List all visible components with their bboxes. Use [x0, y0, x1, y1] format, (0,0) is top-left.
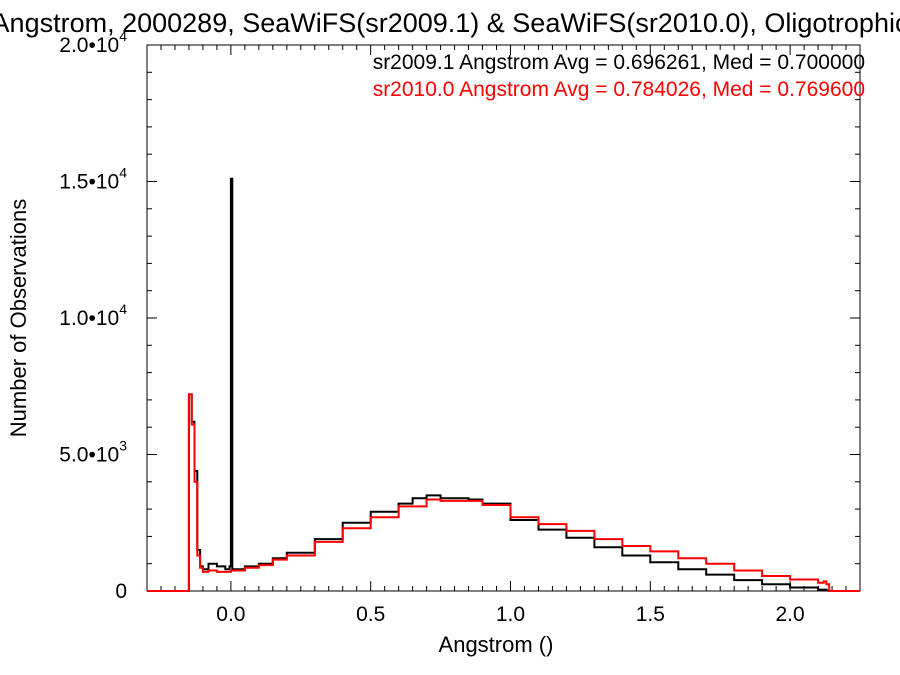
x-tick-label: 1.0 [496, 603, 525, 626]
legend-series-1: sr2009.1 Angstrom Avg = 0.696261, Med = … [373, 51, 865, 74]
x-tick-label: 1.5 [636, 603, 665, 626]
y-tick-label: 5.0•103 [59, 438, 127, 467]
plot-frame [146, 44, 861, 592]
y-tick-label: 1.5•104 [59, 165, 127, 194]
x-tick-label: 0.5 [356, 603, 385, 626]
series-line-sr2010.0 [147, 393, 860, 592]
y-tick-label: 0 [115, 580, 127, 603]
x-axis-ticks: 0.0 0.5 1.0 1.5 2.0 [160, 45, 861, 626]
y-axis-label: Number of Observations [6, 199, 31, 437]
y-axis-ticks: 0 5.0•103 1.0•104 1.5•104 2.0•104 [59, 28, 860, 603]
series-layer [147, 177, 860, 592]
y-tick-label: 1.0•104 [59, 301, 127, 330]
x-axis-label: Angstrom () [439, 632, 554, 657]
chart-title: Angstrom, 2000289, SeaWiFS(sr2009.1) & S… [0, 8, 900, 38]
series-line-sr2009.1 [147, 177, 860, 592]
y-tick-label: 2.0•104 [59, 28, 127, 57]
x-tick-label: 0.0 [216, 603, 245, 626]
legend-series-2: sr2010.0 Angstrom Avg = 0.784026, Med = … [373, 78, 865, 101]
x-tick-label: 2.0 [775, 603, 804, 626]
